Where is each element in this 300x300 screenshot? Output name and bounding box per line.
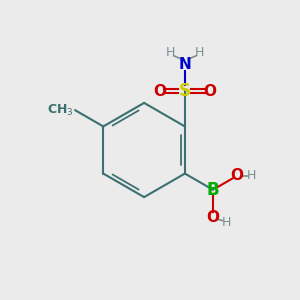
Text: CH$_3$: CH$_3$ (47, 103, 74, 118)
Text: H: H (166, 46, 176, 59)
Text: O: O (231, 168, 244, 183)
Text: O: O (206, 210, 220, 225)
Text: H: H (247, 169, 256, 182)
Text: H: H (221, 216, 231, 229)
Text: N: N (178, 57, 191, 72)
Text: O: O (153, 84, 167, 99)
Text: S: S (179, 82, 191, 100)
Text: B: B (207, 181, 219, 199)
Text: O: O (203, 84, 216, 99)
Text: H: H (194, 46, 204, 59)
